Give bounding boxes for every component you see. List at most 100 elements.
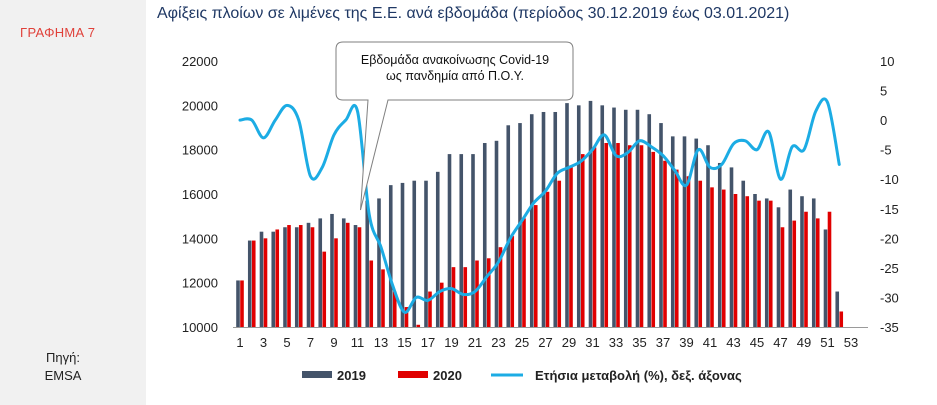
x-tick-label: 47 — [773, 335, 787, 350]
bar-2020 — [651, 151, 656, 327]
bar-2019 — [717, 162, 722, 327]
bar-2019 — [776, 207, 781, 327]
legend-label-2020: 2020 — [433, 368, 462, 383]
bar-2020 — [533, 205, 538, 327]
bar-2020 — [322, 251, 327, 327]
bar-2019 — [365, 200, 370, 327]
bar-2020 — [839, 311, 844, 327]
x-tick-label: 45 — [750, 335, 764, 350]
bar-2019 — [341, 218, 346, 327]
bar-2019 — [764, 198, 769, 327]
bar-2019 — [283, 227, 287, 327]
bar-2020 — [275, 229, 280, 327]
x-tick-label: 43 — [726, 335, 740, 350]
bar-2019 — [400, 182, 405, 327]
bar-2019 — [494, 140, 499, 327]
bar-2019 — [412, 180, 417, 327]
bar-2020 — [757, 200, 761, 327]
figure-label: ΓΡΑΦΗΜΑ 7 — [20, 25, 96, 40]
right-axis-tick-label: -35 — [880, 320, 899, 335]
bar-2020 — [451, 267, 456, 327]
legend-swatch-2020 — [398, 371, 428, 378]
bar-2019 — [670, 136, 675, 327]
bar-2019 — [706, 145, 710, 327]
left-axis-tick-label: 22000 — [182, 54, 218, 69]
bar-2020 — [404, 307, 409, 327]
bar-2020 — [674, 169, 679, 327]
x-tick-label: 23 — [491, 335, 505, 350]
bar-2019 — [388, 185, 393, 327]
bar-2020 — [310, 227, 315, 327]
x-tick-label: 35 — [632, 335, 646, 350]
bar-2019 — [353, 225, 358, 327]
bar-2019 — [811, 198, 816, 327]
bar-2019 — [753, 194, 757, 327]
bar-2020 — [663, 160, 667, 327]
bar-2020 — [780, 227, 785, 327]
bar-2020 — [357, 227, 362, 327]
sidebar-panel: ΓΡΑΦΗΜΑ 7 Πηγή: EMSA — [0, 0, 146, 405]
bar-2020 — [298, 225, 303, 327]
bar-2020 — [804, 211, 808, 327]
left-axis-tick-label: 16000 — [182, 187, 218, 202]
x-tick-label: 13 — [374, 335, 388, 350]
left-axis-tick-label: 12000 — [182, 276, 218, 291]
legend-label-2019: 2019 — [337, 368, 366, 383]
bar-2020 — [334, 238, 338, 327]
x-tick-label: 1 — [236, 335, 243, 350]
series-line-annual-change — [238, 97, 841, 314]
left-axis-tick-label: 10000 — [182, 320, 218, 335]
bar-2020 — [463, 267, 468, 327]
bar-2019 — [800, 196, 804, 327]
bar-2020 — [416, 324, 421, 327]
bar-2019 — [553, 111, 558, 327]
bar-2020 — [768, 200, 773, 327]
bar-2020 — [815, 218, 820, 327]
bar-2019 — [647, 114, 652, 327]
bar-2020 — [639, 145, 644, 327]
bar-2019 — [236, 280, 240, 327]
chart-title: Αφίξεις πλοίων σε λιμένες της Ε.Ε. ανά ε… — [157, 5, 790, 22]
right-axis-tick-label: 5 — [880, 84, 887, 99]
bar-2020 — [710, 187, 714, 327]
right-axis-tick-label: -10 — [880, 172, 899, 187]
x-tick-label: 17 — [421, 335, 435, 350]
bar-2019 — [259, 231, 264, 327]
bar-2020 — [251, 240, 256, 327]
source-value: EMSA — [44, 368, 82, 383]
bar-2019 — [330, 213, 334, 327]
x-tick-label: 15 — [397, 335, 411, 350]
bar-2019 — [482, 143, 487, 327]
bar-2020 — [745, 196, 750, 327]
x-tick-label: 7 — [307, 335, 314, 350]
x-tick-label: 53 — [844, 335, 858, 350]
bar-2020 — [733, 194, 738, 327]
bar-2019 — [247, 240, 252, 327]
bar-2020 — [698, 180, 703, 327]
legend-swatch-2019 — [302, 371, 332, 378]
x-tick-label: 39 — [679, 335, 693, 350]
x-tick-label: 33 — [609, 335, 623, 350]
bar-2019 — [529, 114, 534, 327]
x-tick-label: 49 — [797, 335, 811, 350]
bar-2020 — [369, 260, 374, 327]
right-axis-tick-label: -15 — [880, 202, 899, 217]
bar-2019 — [623, 109, 628, 328]
left-axis-tick-label: 18000 — [182, 143, 218, 158]
bar-2020 — [428, 291, 432, 327]
bar-2019 — [271, 231, 276, 327]
bar-2019 — [565, 103, 569, 327]
x-tick-label: 27 — [538, 335, 552, 350]
bar-2020 — [475, 260, 479, 327]
bar-2019 — [377, 198, 381, 327]
right-axis-tick-label: 10 — [880, 54, 894, 69]
right-axis-tick-label: -5 — [880, 143, 892, 158]
bar-2020 — [510, 236, 515, 327]
bar-2019 — [294, 227, 299, 327]
bar-2020 — [616, 143, 620, 327]
bar-2019 — [424, 180, 428, 327]
x-tick-label: 37 — [656, 335, 670, 350]
annotation-line-2: ως πανδημία από Π.Ο.Υ. — [386, 69, 524, 83]
bar-2020 — [381, 269, 385, 327]
